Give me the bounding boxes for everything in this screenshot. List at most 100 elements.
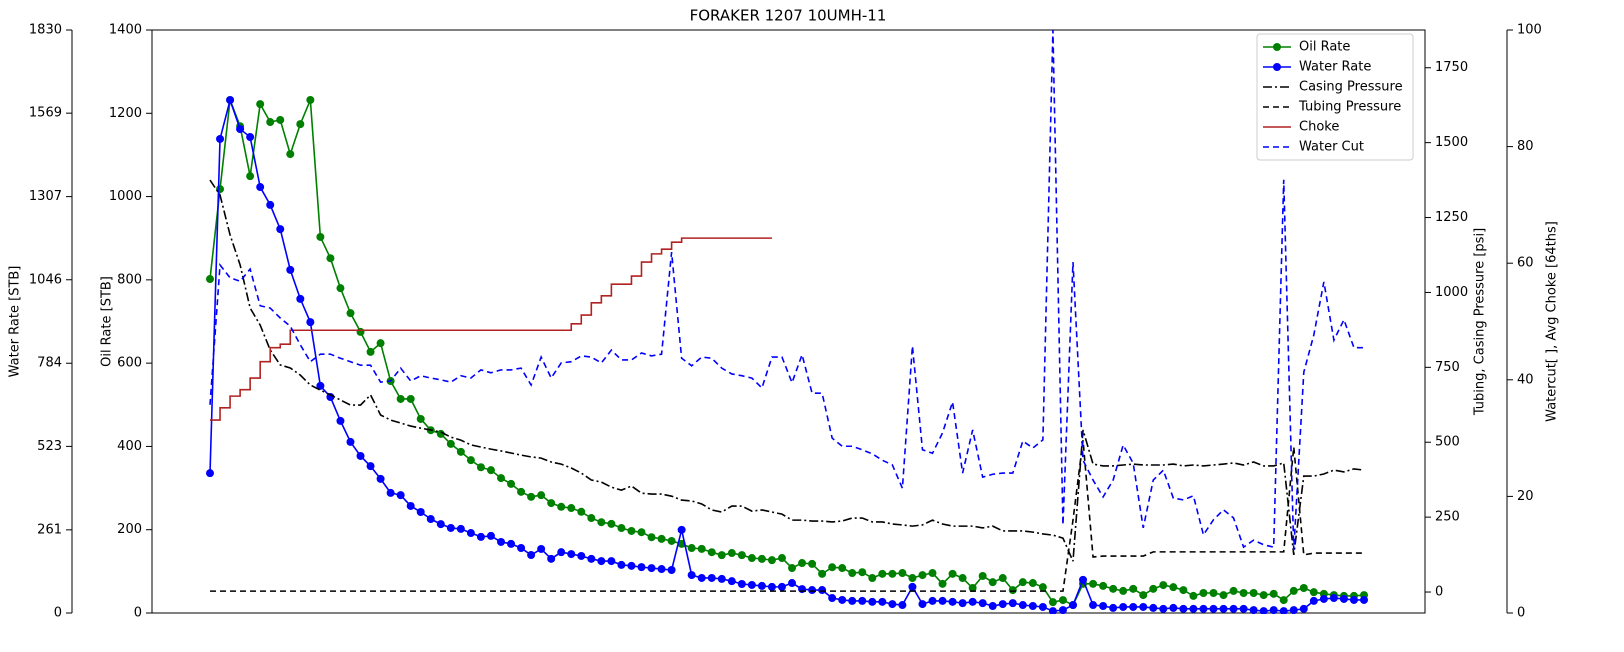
series-marker [888, 569, 897, 578]
series-marker [727, 549, 736, 558]
series-marker [697, 544, 706, 553]
series-marker [607, 519, 616, 528]
series-marker [978, 599, 987, 608]
legend-label: Choke [1299, 120, 1339, 135]
series-marker [1239, 604, 1248, 613]
series-marker [1149, 603, 1158, 612]
series-marker [597, 557, 606, 566]
series-marker [1008, 599, 1017, 608]
series-marker [1329, 594, 1338, 603]
series-marker [446, 439, 455, 448]
series-marker [497, 537, 506, 546]
series-marker [1099, 601, 1108, 610]
series-marker [657, 534, 666, 543]
series-marker [527, 551, 536, 560]
series-marker [757, 581, 766, 590]
series-marker [988, 601, 997, 610]
series-marker [406, 501, 415, 510]
y-tick-label: 261 [37, 522, 62, 537]
series-marker [567, 550, 576, 559]
series-marker [647, 533, 656, 542]
series-marker [687, 571, 696, 580]
series-marker [1159, 581, 1168, 590]
series-marker [918, 600, 927, 609]
y-tick-label: 1500 [1435, 135, 1468, 150]
series-marker [1189, 591, 1198, 600]
series-marker [577, 507, 586, 516]
series-marker [607, 557, 616, 566]
series-marker [1299, 584, 1308, 593]
series-marker [788, 564, 797, 573]
series-marker [1239, 589, 1248, 598]
series-marker [928, 569, 937, 578]
series-line [210, 237, 772, 421]
series-marker [1048, 598, 1057, 607]
y-tick-label: 1250 [1435, 210, 1468, 225]
series-marker [466, 529, 475, 538]
y-tick-label: 600 [117, 356, 142, 371]
series-marker [1119, 602, 1128, 611]
y-tick-label: 20 [1517, 489, 1534, 504]
series-marker [587, 554, 596, 563]
axis-label: Oil Rate [STB] [100, 276, 115, 367]
y-tick-label: 1307 [29, 189, 62, 204]
series-marker [677, 525, 686, 534]
series-marker [1038, 583, 1047, 592]
series-marker [1068, 601, 1077, 610]
axis-label: Tubing, Casing Pressure [psi] [1473, 228, 1488, 416]
series-marker [1259, 607, 1268, 614]
series-marker [707, 548, 716, 557]
series-marker [206, 275, 214, 284]
series-marker [617, 560, 626, 569]
series-marker [336, 416, 345, 425]
series-marker [346, 437, 355, 446]
series-marker [717, 574, 726, 583]
series-marker [1199, 604, 1208, 613]
series-marker [1279, 607, 1288, 614]
series-marker [1309, 588, 1318, 597]
series-marker [1360, 595, 1368, 604]
series-marker [1018, 578, 1027, 587]
series-marker [567, 504, 576, 513]
series-marker [527, 492, 536, 501]
series-marker [898, 569, 907, 578]
series-marker [1179, 604, 1188, 613]
series-marker [657, 565, 666, 574]
series-marker [838, 564, 847, 573]
y-tick-label: 500 [1435, 435, 1460, 450]
series-marker [366, 347, 375, 356]
legend-marker [1273, 63, 1281, 71]
y-tick-label: 40 [1517, 372, 1534, 387]
series-marker [707, 573, 716, 582]
series-marker [356, 327, 365, 336]
series-marker [446, 523, 455, 532]
series-marker [667, 565, 676, 574]
series-marker [1139, 591, 1148, 600]
series-marker [597, 518, 606, 527]
series-marker [988, 578, 997, 587]
series-marker [246, 133, 255, 142]
series-marker [1169, 603, 1178, 612]
series-marker [938, 596, 947, 605]
series-marker [908, 574, 917, 583]
series-marker [376, 474, 385, 483]
legend-marker [1273, 43, 1281, 51]
series-marker [1259, 591, 1268, 600]
series-marker [757, 554, 766, 563]
series-marker [1209, 589, 1218, 598]
series-marker [1279, 596, 1288, 605]
series-marker [316, 381, 325, 390]
series-marker [376, 339, 385, 348]
series-marker [456, 447, 465, 456]
series-marker [1289, 606, 1298, 614]
series-marker [747, 580, 756, 589]
series-marker [326, 254, 335, 263]
series-marker [667, 536, 676, 545]
series-marker [798, 559, 807, 568]
series-marker [808, 586, 817, 595]
series-marker [256, 183, 265, 192]
series-marker [1229, 604, 1238, 613]
series-marker [627, 561, 636, 570]
y-tick-label: 250 [1435, 510, 1460, 525]
series-marker [647, 564, 656, 573]
